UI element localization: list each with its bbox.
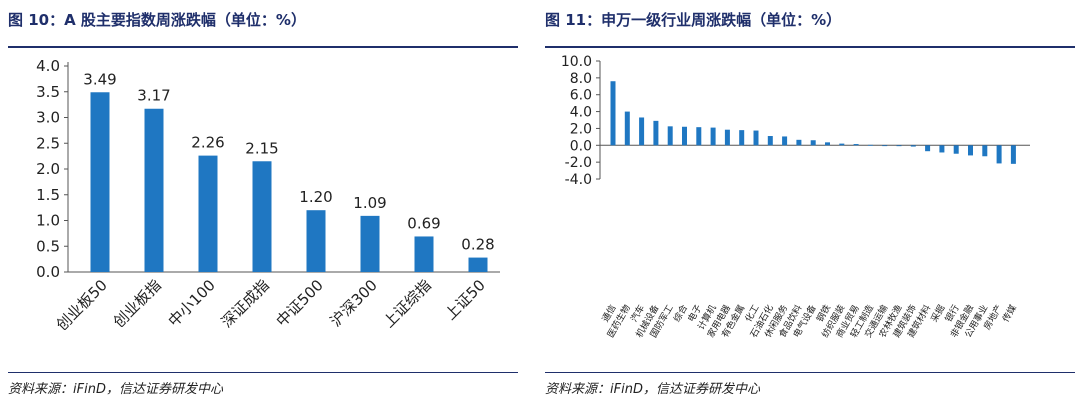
right-bar — [996, 145, 1002, 164]
right-y-tick-label: -4.0 — [565, 172, 592, 188]
right-bar — [782, 136, 788, 146]
right-bar — [667, 126, 673, 146]
right-bar — [939, 145, 945, 153]
right-bar — [839, 143, 845, 146]
right-y-tick-label: 0.0 — [570, 138, 592, 154]
right-category-label: 采掘 — [928, 303, 947, 325]
right-category-label: 综合 — [671, 303, 690, 325]
right-bar — [810, 140, 816, 146]
right-bar — [696, 127, 702, 146]
left-y-tick-label: 0.5 — [36, 237, 60, 255]
left-bar-value-label: 1.20 — [299, 188, 332, 206]
right-y-tick-label: -2.0 — [565, 155, 592, 171]
left-bar-value-label: 2.26 — [191, 134, 224, 152]
right-bar — [896, 145, 902, 147]
left-y-tick-label: 3.0 — [36, 109, 60, 127]
left-y-tick-label: 1.5 — [36, 186, 60, 204]
right-bar — [796, 139, 802, 146]
right-bar — [867, 144, 873, 146]
right-bar — [724, 129, 730, 146]
left-bar — [198, 155, 218, 272]
left-title-rule — [8, 46, 518, 48]
right-y-tick-label: 4.0 — [570, 105, 592, 121]
right-bar — [682, 126, 687, 146]
right-bar — [982, 145, 988, 157]
left-y-tick-label: 0.0 — [36, 263, 60, 281]
right-bar — [825, 142, 830, 146]
right-category-label: 传媒 — [1000, 303, 1019, 325]
left-chart-title: 图 10：A 股主要指数周涨跌幅（单位：%） — [8, 11, 306, 29]
left-y-tick-label: 1.0 — [36, 212, 60, 230]
left-bar — [144, 108, 164, 273]
right-y-tick-label: 6.0 — [570, 88, 592, 104]
left-bar — [468, 257, 488, 272]
right-bar — [624, 111, 630, 146]
right-bar — [639, 117, 645, 146]
right-bar — [753, 130, 759, 146]
right-bar — [953, 145, 959, 154]
left-bar-value-label: 0.69 — [407, 214, 440, 232]
left-bar-value-label: 3.17 — [137, 87, 170, 105]
left-bar — [252, 161, 272, 272]
left-bar-value-label: 0.28 — [461, 236, 494, 254]
left-source-rule — [8, 372, 518, 373]
left-bar — [306, 210, 326, 272]
right-bar — [710, 127, 716, 146]
right-title-rule — [545, 46, 1075, 48]
right-y-tick-label: 8.0 — [570, 71, 592, 87]
left-y-tick-label: 4.0 — [36, 57, 60, 75]
right-y-tick-label: 10.0 — [561, 54, 592, 70]
left-bar — [414, 236, 434, 272]
right-bar — [910, 145, 916, 147]
right-source-rule — [545, 372, 1075, 373]
right-bar — [653, 120, 659, 146]
left-bar — [360, 215, 380, 272]
left-bar-value-label: 1.09 — [353, 194, 386, 212]
right-y-tick-label: 2.0 — [570, 121, 592, 137]
right-bar — [968, 145, 973, 156]
right-bar — [739, 130, 745, 146]
right-bar — [882, 145, 888, 147]
right-bar — [853, 144, 859, 146]
right-bar — [610, 81, 616, 146]
left-y-tick-label: 2.5 — [36, 134, 60, 152]
left-bar-value-label: 3.49 — [83, 70, 116, 88]
right-bar — [1010, 145, 1016, 164]
left-y-tick-label: 3.5 — [36, 83, 60, 101]
left-y-tick-label: 2.0 — [36, 160, 60, 178]
left-source-note: 资料来源：iFinD，信达证券研发中心 — [8, 382, 223, 397]
right-chart-title: 图 11：申万一级行业周涨跌幅（单位：%） — [545, 11, 842, 29]
right-bar — [925, 145, 931, 152]
left-bar — [90, 92, 110, 272]
right-source-note: 资料来源：iFinD，信达证券研发中心 — [545, 382, 760, 397]
right-bar — [767, 136, 773, 146]
left-bar-value-label: 2.15 — [245, 139, 278, 157]
